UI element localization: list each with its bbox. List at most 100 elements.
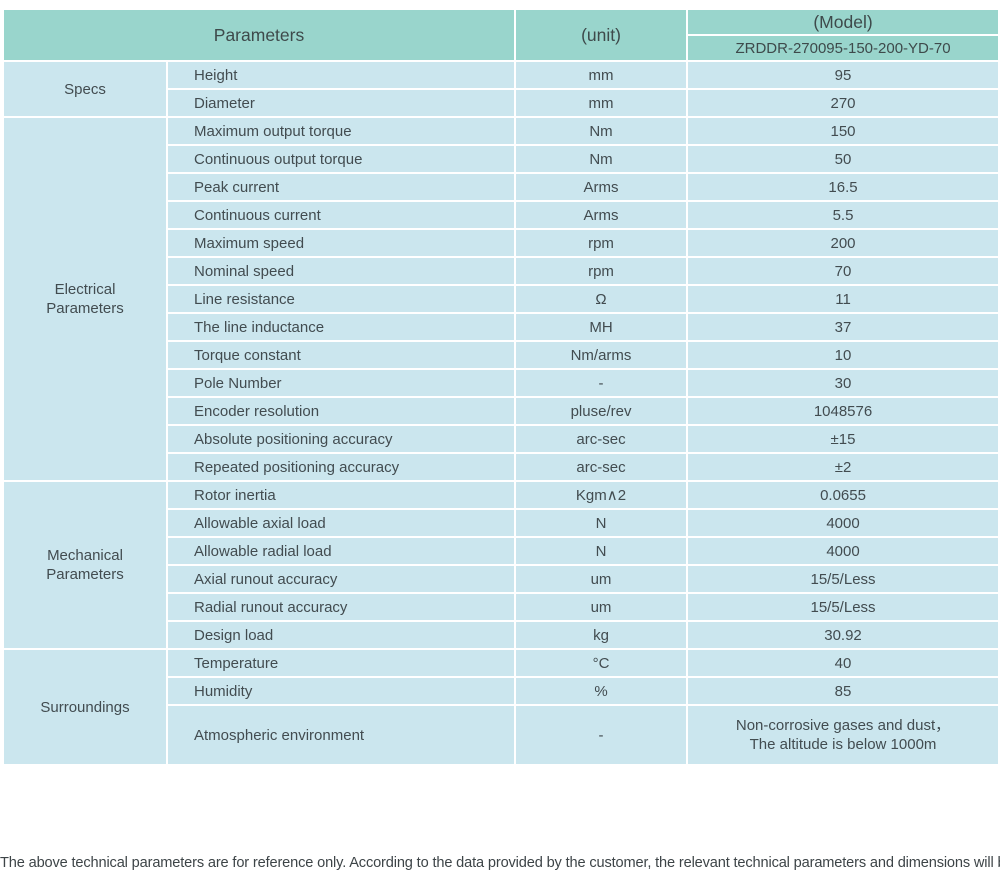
table-row: Nominal speed rpm 70 — [3, 256, 1000, 286]
table-row: Line resistance Ω 11 — [3, 284, 1000, 314]
table-row: Allowable axial load N 4000 — [3, 508, 1000, 538]
table-row: Continuous output torque Nm 50 — [3, 144, 1000, 174]
unit-cell: N — [514, 536, 689, 566]
table-row: Maximum speed rpm 200 — [3, 228, 1000, 258]
param-cell: Design load — [165, 620, 517, 650]
param-cell: Continuous output torque — [165, 144, 517, 174]
value-cell: 1048576 — [686, 396, 1000, 426]
value-cell: 150 — [686, 116, 1000, 146]
param-cell: Nominal speed — [165, 256, 517, 286]
param-cell: Allowable radial load — [165, 536, 517, 566]
value-cell: 37 — [686, 312, 1000, 342]
table-row: Surroundings Temperature °C 40 — [2, 648, 1000, 766]
value-cell: 40 — [686, 648, 1000, 678]
unit-cell: pluse/rev — [514, 396, 689, 426]
unit-cell: um — [514, 592, 689, 622]
table-row: Axial runout accuracy um 15/5/Less — [3, 564, 1000, 594]
param-cell: Torque constant — [165, 340, 517, 370]
parameters-header: Parameters — [1, 8, 517, 62]
param-cell: Radial runout accuracy — [165, 592, 517, 622]
value-cell: 11 — [686, 284, 1000, 314]
value-cell: 85 — [686, 676, 1000, 706]
table-row: Mechanical Parameters Rotor inertia Kgm∧… — [2, 480, 1000, 650]
table-row: Atmospheric environment - Non-corrosive … — [3, 704, 1000, 766]
value-cell: 16.5 — [686, 172, 1000, 202]
group-cell-surroundings: Surroundings — [2, 648, 168, 766]
table-row: Electrical Parameters Maximum output tor… — [2, 116, 1000, 482]
footnote-text: The above technical parameters are for r… — [0, 855, 1000, 871]
unit-cell: Nm/arms — [514, 340, 689, 370]
unit-cell: mm — [514, 88, 689, 118]
unit-cell: Ω — [514, 284, 689, 314]
table-row: The line inductance MH 37 — [3, 312, 1000, 342]
table-row: Design load kg 30.92 — [3, 620, 1000, 650]
table-row: Specs Height mm 95 — [2, 60, 1000, 118]
param-cell: Maximum output torque — [165, 116, 517, 146]
unit-cell: Arms — [514, 172, 689, 202]
param-cell: Continuous current — [165, 200, 517, 230]
param-cell: Temperature — [165, 648, 517, 678]
header-row-1: Parameters (unit) (Model) — [1, 8, 1000, 62]
table-row: Encoder resolution pluse/rev 1048576 — [3, 396, 1000, 426]
unit-header: (unit) — [514, 8, 689, 62]
table-row: Allowable radial load N 4000 — [3, 536, 1000, 566]
unit-cell: MH — [514, 312, 689, 342]
value-cell: 0.0655 — [686, 480, 1000, 510]
value-cell: 4000 — [686, 508, 1000, 538]
param-cell: The line inductance — [165, 312, 517, 342]
value-cell: 30 — [686, 368, 1000, 398]
unit-cell: mm — [514, 60, 689, 90]
param-cell: Height — [165, 60, 517, 90]
table-row: Continuous current Arms 5.5 — [3, 200, 1000, 230]
param-cell: Humidity — [165, 676, 517, 706]
unit-cell: um — [514, 564, 689, 594]
value-cell: Non-corrosive gases and dust， The altitu… — [686, 704, 1000, 766]
value-cell: 10 — [686, 340, 1000, 370]
value-cell: ±15 — [686, 424, 1000, 454]
model-number: ZRDDR-270095-150-200-YD-70 — [686, 34, 1000, 62]
unit-cell: % — [514, 676, 689, 706]
unit-cell: rpm — [514, 256, 689, 286]
param-cell: Diameter — [165, 88, 517, 118]
unit-cell: rpm — [514, 228, 689, 258]
model-header: (Model) — [686, 8, 1000, 36]
group-cell-electrical-parameters: Electrical Parameters — [2, 116, 168, 482]
value-cell: 200 — [686, 228, 1000, 258]
unit-cell: - — [514, 368, 689, 398]
param-cell: Peak current — [165, 172, 517, 202]
param-cell: Encoder resolution — [165, 396, 517, 426]
unit-cell: Nm — [514, 116, 689, 146]
param-cell: Absolute positioning accuracy — [165, 424, 517, 454]
parameters-table: Parameters (unit) (Model) ZRDDR-270095-1… — [1, 8, 1000, 766]
value-cell: 15/5/Less — [686, 564, 1000, 594]
value-cell: 95 — [686, 60, 1000, 90]
unit-cell: kg — [514, 620, 689, 650]
value-cell: 70 — [686, 256, 1000, 286]
unit-cell: - — [514, 704, 689, 766]
param-cell: Rotor inertia — [165, 480, 517, 510]
unit-cell: Kgm∧2 — [514, 480, 689, 510]
param-cell: Axial runout accuracy — [165, 564, 517, 594]
value-cell: 4000 — [686, 536, 1000, 566]
unit-cell: °C — [514, 648, 689, 678]
table-row: Radial runout accuracy um 15/5/Less — [3, 592, 1000, 622]
param-cell: Line resistance — [165, 284, 517, 314]
table-row: Absolute positioning accuracy arc-sec ±1… — [3, 424, 1000, 454]
table-row: Peak current Arms 16.5 — [3, 172, 1000, 202]
param-cell: Repeated positioning accuracy — [165, 452, 517, 482]
group-cell-specs: Specs — [2, 60, 168, 118]
group-cell-mechanical-parameters: Mechanical Parameters — [2, 480, 168, 650]
unit-cell: arc-sec — [514, 452, 689, 482]
unit-cell: arc-sec — [514, 424, 689, 454]
value-cell: 50 — [686, 144, 1000, 174]
value-cell: 30.92 — [686, 620, 1000, 650]
unit-cell: N — [514, 508, 689, 538]
unit-cell: Nm — [514, 144, 689, 174]
value-cell: 5.5 — [686, 200, 1000, 230]
table-row: Torque constant Nm/arms 10 — [3, 340, 1000, 370]
table-row: Pole Number - 30 — [3, 368, 1000, 398]
value-cell: 270 — [686, 88, 1000, 118]
param-cell: Pole Number — [165, 368, 517, 398]
param-cell: Atmospheric environment — [165, 704, 517, 766]
